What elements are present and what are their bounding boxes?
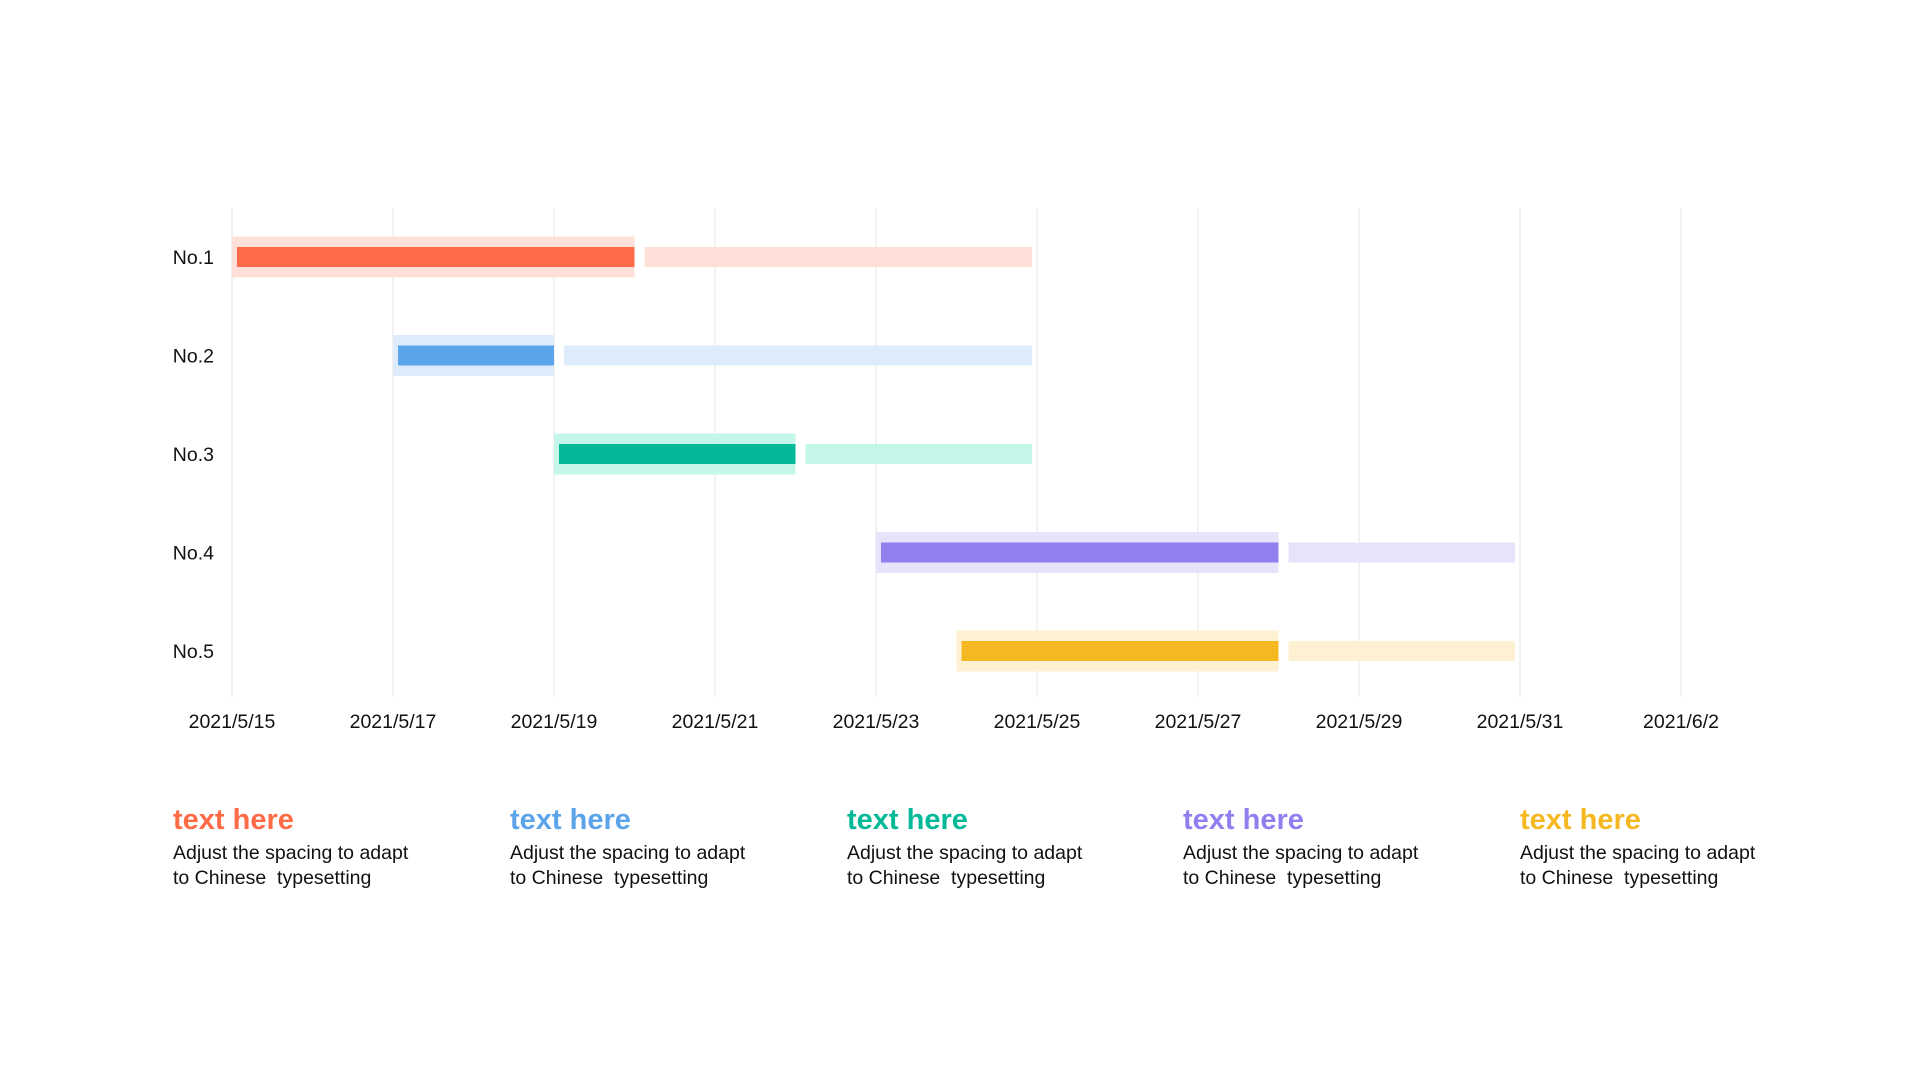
caption-5: text here Adjust the spacing to adapt to… <box>1520 803 1820 890</box>
x-axis-ticks: 2021/5/15 2021/5/17 2021/5/19 2021/5/21 2021… <box>189 711 1719 733</box>
task-3-progress-bar <box>559 444 796 464</box>
task-2-remaining-bar <box>564 345 1032 366</box>
x-tick-label: 2021/5/19 <box>511 711 598 733</box>
caption-3: text here Adjust the spacing to adapt to… <box>847 803 1147 890</box>
task-1-remaining-bar <box>644 247 1032 267</box>
x-tick-label: 2021/5/31 <box>1477 711 1564 733</box>
caption-3-body: Adjust the spacing to adapt to Chinese t… <box>847 842 1083 889</box>
caption-2-body: Adjust the spacing to adapt to Chinese t… <box>510 842 746 889</box>
caption-2: text here Adjust the spacing to adapt to… <box>510 803 810 890</box>
x-tick-label: 2021/6/2 <box>1643 711 1719 733</box>
x-tick-label: 2021/5/17 <box>350 711 437 733</box>
task-2-progress-bar <box>398 345 554 366</box>
x-tick-label: 2021/5/21 <box>672 711 759 733</box>
task-4-progress-bar <box>881 542 1279 563</box>
caption-1: text here Adjust the spacing to adapt to… <box>173 803 473 890</box>
task-1-progress-bar <box>237 247 635 267</box>
caption-4-title: text here <box>1183 804 1304 836</box>
task-1-label: No.1 <box>173 247 214 269</box>
caption-4-body: Adjust the spacing to adapt to Chinese t… <box>1183 842 1419 889</box>
x-tick-label: 2021/5/25 <box>994 711 1081 733</box>
task-5-remaining-bar <box>1288 641 1515 661</box>
task-3-label: No.3 <box>173 444 214 466</box>
x-tick-label: 2021/5/15 <box>189 711 276 733</box>
caption-4: text here Adjust the spacing to adapt to… <box>1183 803 1483 890</box>
x-tick-label: 2021/5/29 <box>1316 711 1403 733</box>
x-tick-label: 2021/5/23 <box>833 711 920 733</box>
x-tick-label: 2021/5/27 <box>1155 711 1242 733</box>
task-5-progress-bar <box>961 641 1279 661</box>
row-labels: No.1 No.2 No.3 No.4 No.5 <box>173 247 214 663</box>
task-4-remaining-bar <box>1288 542 1515 563</box>
task-bars <box>232 236 1515 672</box>
caption-3-title: text here <box>847 804 968 836</box>
caption-1-body: Adjust the spacing to adapt to Chinese t… <box>173 842 409 889</box>
task-5-label: No.5 <box>173 641 214 663</box>
caption-1-title: text here <box>173 804 294 836</box>
caption-2-title: text here <box>510 804 631 836</box>
caption-5-body: Adjust the spacing to adapt to Chinese t… <box>1520 842 1756 889</box>
caption-5-title: text here <box>1520 804 1641 836</box>
task-4-label: No.4 <box>173 543 214 565</box>
task-3-remaining-bar <box>805 444 1032 464</box>
task-2-label: No.2 <box>173 346 214 368</box>
